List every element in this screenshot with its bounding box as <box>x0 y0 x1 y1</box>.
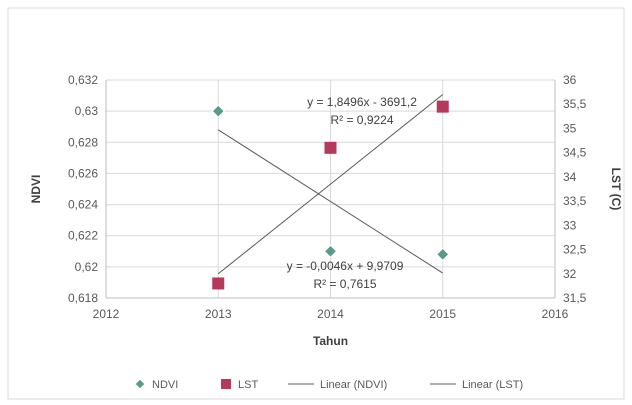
chart-labels: Tahun NDVI LST (C) y = 1,8496x - 3691,2 R² =… <box>29 95 623 348</box>
x-tick-label: 2016 <box>542 307 569 321</box>
y-right-tick-label: 34,5 <box>563 146 587 160</box>
x-tick-label: 2015 <box>429 307 456 321</box>
trendlines <box>217 94 444 275</box>
y-right-tick-label: 33,5 <box>563 194 587 208</box>
y-left-tick-label: 0,62 <box>75 260 99 274</box>
y-right-tick-label: 31,5 <box>563 291 587 305</box>
ndvi-point <box>211 104 225 118</box>
y-axis-left-title: NDVI <box>29 175 43 204</box>
y-left-tick-label: 0,632 <box>68 73 98 87</box>
x-axis-title: Tahun <box>313 334 348 348</box>
y-right-tick-label: 36 <box>563 73 577 87</box>
y-left-tick-label: 0,618 <box>68 291 98 305</box>
data-points <box>211 100 450 290</box>
y-left-tick-label: 0,624 <box>68 198 98 212</box>
x-tick-label: 2012 <box>93 307 120 321</box>
lst-point <box>436 100 449 113</box>
axes <box>105 80 556 299</box>
legend-label-lst: LST <box>238 379 258 391</box>
lst-point <box>324 141 337 154</box>
lst-trend-equation: y = 1,8496x - 3691,2 <box>307 95 417 109</box>
tick-labels: 2012 2013 2014 2015 2016 0,618 0,62 0,622 0,624 0… <box>68 73 587 321</box>
ndvi-trend-equation: y = -0,0046x + 9,9709 <box>287 259 404 273</box>
y-right-tick-label: 33 <box>563 218 577 232</box>
legend: NDVI LST Linear (NDVI) Linear (LST) <box>134 378 523 391</box>
ndvi-point <box>323 244 338 258</box>
ndvi-point <box>436 247 450 262</box>
trendline-lst <box>217 94 444 275</box>
x-tick-label: 2014 <box>317 307 344 321</box>
y-right-tick-label: 34 <box>563 170 577 184</box>
y-axis-right-title: LST (C) <box>609 168 623 211</box>
y-right-tick-label: 32,5 <box>563 243 587 257</box>
legend-label-ndvi: NDVI <box>152 379 178 391</box>
x-tick-label: 2013 <box>205 307 232 321</box>
ndvi-trend-r2: R² = 0,7615 <box>313 277 376 291</box>
y-left-tick-label: 0,622 <box>68 229 98 243</box>
legend-label-linear-lst: Linear (LST) <box>462 379 523 391</box>
chart-border <box>7 7 625 400</box>
y-left-tick-label: 0,628 <box>68 135 98 149</box>
legend-label-linear-ndvi: Linear (NDVI) <box>320 379 387 391</box>
lst-trend-r2: R² = 0,9224 <box>330 113 393 127</box>
y-right-tick-label: 32 <box>563 267 577 281</box>
lst-point <box>221 379 231 389</box>
y-left-tick-label: 0,63 <box>75 104 99 118</box>
y-right-tick-label: 35 <box>563 121 577 135</box>
y-right-tick-label: 35,5 <box>563 97 587 111</box>
trendline-ndvi <box>217 129 444 274</box>
lst-point <box>212 277 225 290</box>
y-left-tick-label: 0,626 <box>68 166 98 180</box>
ndvi-point <box>134 378 146 390</box>
